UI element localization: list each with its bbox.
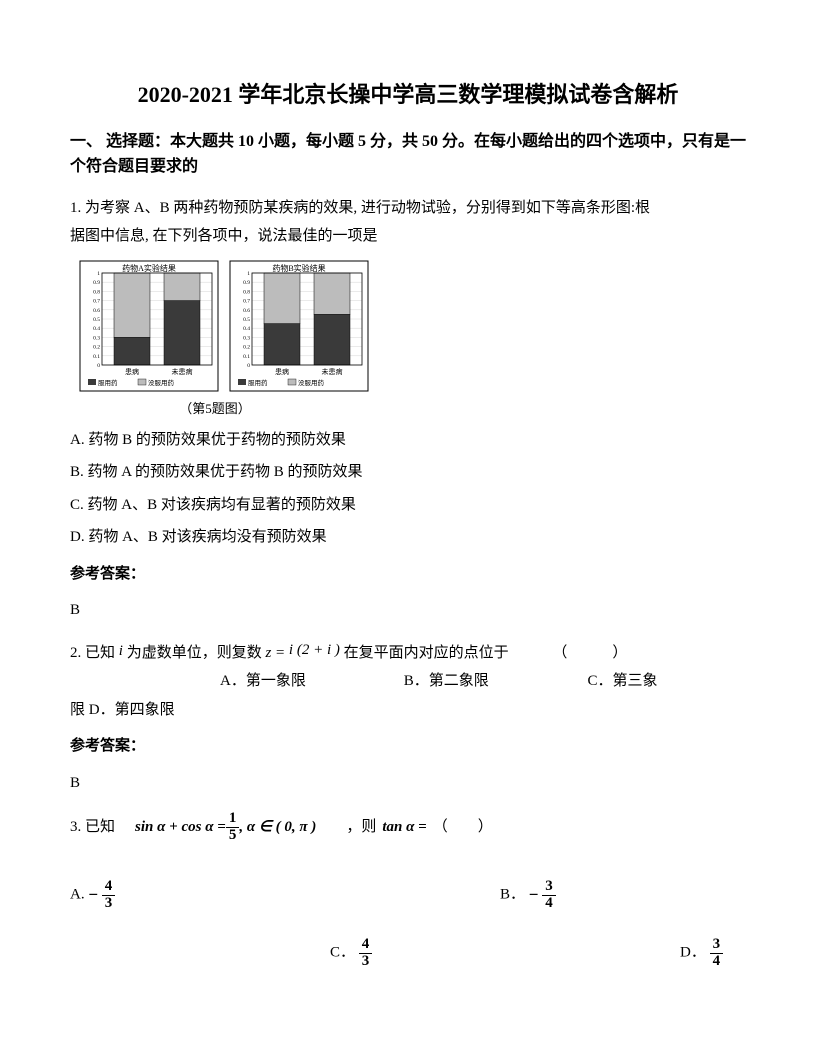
q2-mid: 为虚数单位，则复数	[127, 645, 262, 661]
frac-num: 3	[542, 879, 556, 896]
svg-text:0.9: 0.9	[93, 280, 100, 286]
q3-pre: 3. 已知	[70, 813, 115, 842]
q1-answer-label: 参考答案：	[70, 560, 746, 589]
q1-stem-line-1: 1. 为考察 A、B 两种药物预防某疾病的效果, 进行动物试验，分别得到如下等高…	[70, 194, 746, 223]
page-title: 2020-2021 学年北京长操中学高三数学理模拟试卷含解析	[70, 80, 746, 111]
question-1: 1. 为考察 A、B 两种药物预防某疾病的效果, 进行动物试验，分别得到如下等高…	[70, 194, 746, 625]
q3-B: B． − 3 4	[500, 879, 556, 912]
svg-text:0.3: 0.3	[243, 335, 250, 341]
q3-A-frac: 4 3	[102, 879, 116, 912]
svg-text:没服用药: 没服用药	[148, 378, 175, 387]
q2-post: 在复平面内对应的点位于	[344, 645, 509, 661]
svg-text:1: 1	[97, 271, 100, 277]
q3-B-frac: 3 4	[542, 879, 556, 912]
q3-cond-right: , α ∈ ( 0, π )	[239, 813, 316, 842]
svg-text:患病: 患病	[275, 367, 289, 376]
q2-answer-label: 参考答案：	[70, 732, 746, 761]
svg-text:0.5: 0.5	[93, 317, 100, 323]
svg-text:未患病: 未患病	[322, 367, 343, 376]
svg-text:0.6: 0.6	[93, 308, 100, 314]
q2-eq-left: z =	[265, 645, 285, 661]
q3-D: D． 3 4	[680, 937, 723, 970]
q3-cond-left: sin α + cos α =	[135, 813, 226, 842]
section-1-heading: 一、 选择题：本大题共 10 小题，每小题 5 分，共 50 分。在每小题给出的…	[70, 129, 746, 180]
svg-text:0.8: 0.8	[243, 289, 250, 295]
bar-chart-image: 药物A实验结果 0 0.1 0.2 0.3 0.4 0.5 0.6 0.7 0.8 0.9 1 患病 未患…	[70, 259, 370, 399]
svg-text:0.7: 0.7	[243, 299, 250, 305]
svg-text:0.3: 0.3	[93, 335, 100, 341]
q2-paren: （ ）	[552, 645, 627, 661]
q3-A: A. − 4 3	[70, 879, 115, 912]
q1-option-d: D. 药物 A、B 对该疾病均没有预防效果	[70, 523, 746, 552]
exam-page: 2020-2021 学年北京长操中学高三数学理模拟试卷含解析 一、 选择题：本大…	[0, 0, 816, 1056]
svg-text:服用药: 服用药	[98, 378, 118, 387]
q3-C: C． 4 3	[330, 937, 372, 970]
q3-C-frac: 4 3	[359, 937, 373, 970]
q3-row-cd: C． 4 3 D． 3 4	[70, 926, 746, 970]
frac-den: 4	[542, 896, 556, 912]
frac-num: 3	[710, 937, 724, 954]
svg-text:0.5: 0.5	[243, 317, 250, 323]
svg-text:服用药: 服用药	[248, 378, 268, 387]
q2-answer: B	[70, 769, 746, 798]
q1-stem-line-2: 据图中信息, 在下列各项中，说法最佳的一项是	[70, 222, 746, 251]
svg-text:0.7: 0.7	[93, 299, 100, 305]
svg-text:0.9: 0.9	[243, 280, 250, 286]
q1-option-a: A. 药物 B 的预防效果优于药物的预防效果	[70, 426, 746, 455]
svg-text:0.6: 0.6	[243, 308, 250, 314]
frac-den: 3	[359, 954, 373, 970]
q1-chart: 药物A实验结果 0 0.1 0.2 0.3 0.4 0.5 0.6 0.7 0.8 0.9 1 患病 未患…	[70, 259, 746, 422]
q2-option-b: B．第二象限	[404, 667, 584, 696]
q2-eq-right: i (2 + i )	[289, 642, 340, 658]
svg-text:患病: 患病	[125, 367, 139, 376]
svg-text:0.4: 0.4	[243, 326, 250, 332]
frac-num: 4	[359, 937, 373, 954]
q3-B-label: B．	[500, 887, 525, 903]
svg-text:没服用药: 没服用药	[298, 378, 325, 387]
svg-text:0: 0	[247, 363, 250, 369]
svg-text:1: 1	[247, 271, 250, 277]
frac-den: 4	[710, 954, 724, 970]
svg-text:0.1: 0.1	[243, 354, 250, 360]
svg-text:0.8: 0.8	[93, 289, 100, 295]
q3-C-label: C．	[330, 945, 355, 961]
q2-option-c: C．第三象	[588, 673, 658, 689]
q3-mid: ，则	[346, 813, 376, 842]
q1-option-b: B. 药物 A 的预防效果优于药物 B 的预防效果	[70, 458, 746, 487]
q2-pre: 2. 已知	[70, 645, 115, 661]
q3-frac-1-5: 1 5	[226, 811, 240, 844]
svg-text:药物A实验结果: 药物A实验结果	[122, 263, 176, 273]
svg-text:0.4: 0.4	[93, 326, 100, 332]
svg-text:0.1: 0.1	[93, 354, 100, 360]
q3-row-ab: A. − 4 3 B． − 3 4	[70, 864, 746, 912]
q1-answer: B	[70, 596, 746, 625]
frac-num: 1	[226, 811, 240, 828]
svg-text:未患病: 未患病	[172, 367, 193, 376]
frac-num: 4	[102, 879, 116, 896]
chart-caption: （第5题图）	[70, 397, 360, 422]
q3-D-frac: 3 4	[710, 937, 724, 970]
svg-text:0.2: 0.2	[93, 345, 100, 351]
q3-D-label: D．	[680, 945, 706, 961]
q1-option-c: C. 药物 A、B 对该疾病均有显著的预防效果	[70, 491, 746, 520]
q2-stem-line: 2. 已知 i 为虚数单位，则复数 z = i (2 + i ) 在复平面内对应…	[70, 639, 746, 668]
svg-text:0: 0	[97, 363, 100, 369]
minus-icon: −	[529, 885, 539, 904]
svg-text:药物B实验结果: 药物B实验结果	[272, 263, 325, 273]
frac-den: 3	[102, 896, 116, 912]
i-symbol: i	[119, 643, 123, 659]
svg-text:0.2: 0.2	[243, 345, 250, 351]
minus-icon: −	[88, 885, 98, 904]
q3-stem: 3. 已知 sin α + cos α = 1 5 , α ∈ ( 0, π )…	[70, 811, 746, 844]
question-3: 3. 已知 sin α + cos α = 1 5 , α ∈ ( 0, π )…	[70, 811, 746, 970]
frac-den: 5	[226, 828, 240, 844]
q2-option-a: A．第一象限	[220, 667, 400, 696]
question-2: 2. 已知 i 为虚数单位，则复数 z = i (2 + i ) 在复平面内对应…	[70, 639, 746, 798]
q3-tan: tan α =	[382, 813, 426, 842]
q3-paren: （ ）	[433, 813, 493, 842]
q2-options-row: A．第一象限 B．第二象限 C．第三象	[70, 667, 746, 696]
q3-A-label: A.	[70, 887, 85, 903]
q2-options-cont: 限 D．第四象限	[70, 696, 746, 725]
